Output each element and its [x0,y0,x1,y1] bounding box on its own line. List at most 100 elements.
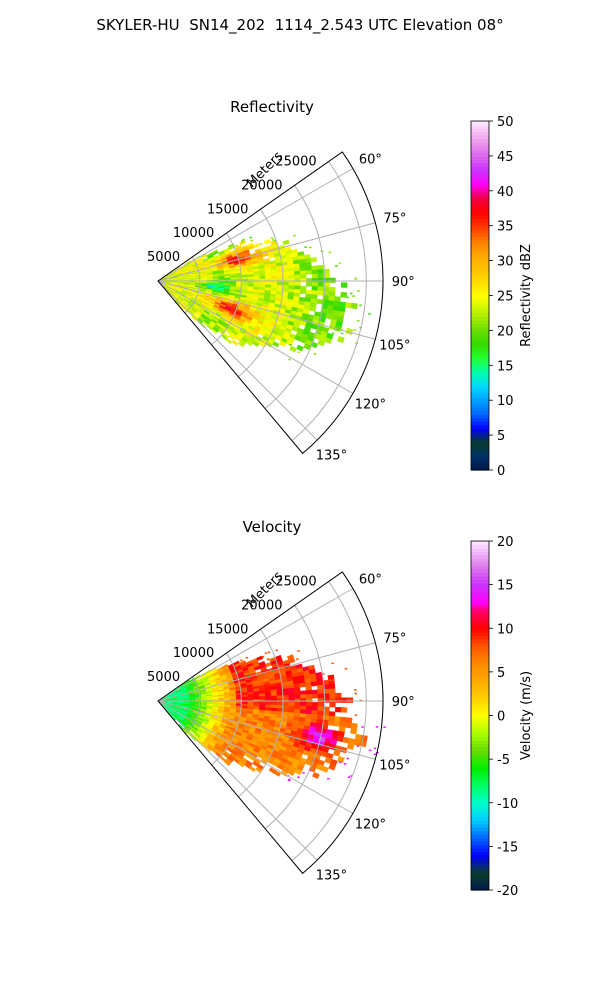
colorbar-swatch [471,330,489,335]
radar-cell [230,697,237,700]
colorbar-swatch [471,159,489,164]
colorbar-swatch [471,312,489,318]
colorbar-swatch [471,333,489,338]
colorbar-swatch [471,236,489,241]
colorbar-swatch [471,659,489,664]
radar-cell [265,272,272,277]
radar-fleck [356,745,360,747]
radar-fleck [338,262,342,265]
sector-outline [157,571,384,875]
colorbar-label: Reflectivity dBZ [519,244,534,347]
colorbar-swatch [471,736,489,741]
colorbar-swatch [471,344,489,349]
radar-cell [294,698,301,703]
radar-fleck [288,778,291,781]
colorbar-swatch [471,771,489,776]
colorbar-swatch [471,642,489,647]
radar-fleck [250,239,253,242]
colorbar-swatch [471,449,489,454]
radar-fleck [249,236,252,239]
colorbar-swatch [471,635,489,640]
colorbar-swatch [471,687,489,692]
radar-cell [317,264,324,271]
radar-fleck [259,243,263,245]
radar-cell [317,689,324,695]
grid-arc [184,256,201,314]
colorbar-swatch [471,215,489,220]
radar-cell [265,275,272,280]
radar-fleck [293,234,296,237]
colorbar-swatch [471,876,489,881]
colorbar-swatch [471,396,489,401]
radar-cell [328,715,336,722]
radar-cell [321,765,329,773]
grid-radial [157,168,354,282]
colorbar-tick-label: 20 [497,535,514,550]
radar-cell [259,273,266,277]
radar-cell [305,690,313,695]
colorbar-swatch [471,305,489,311]
radar-cell [329,693,336,699]
colorbar-swatch [471,631,489,636]
radar-cell [241,696,249,700]
radar-cell [288,698,295,703]
radar-cell [224,697,231,701]
colorbar-tick-label: 10 [497,622,514,637]
radar-cell [276,704,284,709]
radar-cell [311,286,319,291]
colorbar-swatch [471,596,489,601]
radial-tick-label: 15000 [207,202,248,217]
radar-cell [305,270,313,275]
colorbar-swatch [471,141,489,147]
colorbar-swatch [471,354,489,359]
radar-cell [288,274,295,279]
colorbar-tick-label: -5 [497,753,510,768]
colorbar-swatch [471,725,489,731]
radar-cell [299,709,307,715]
radar-fleck [272,239,275,241]
radar-fleck [302,772,305,774]
colorbar-swatch [471,166,489,171]
colorbar-swatch [471,541,489,546]
radar-fleck [327,777,330,780]
radial-tick-label: 15000 [207,622,248,637]
radar-fleck [347,776,351,779]
radar-cell [230,277,237,280]
radar-fleck [296,658,299,660]
colorbar-swatch [471,767,489,772]
colorbar-swatch [471,208,489,213]
radar-fleck [313,353,317,355]
radar-cell [270,272,278,277]
radar-cell [264,661,272,668]
radar-cell [252,340,260,348]
radar-cell [346,697,354,703]
colorbar-swatch [471,837,489,842]
colorbar-swatch [471,201,489,206]
grid-arc [184,676,201,734]
radar-fleck [308,246,312,249]
radar-fleck [275,649,278,652]
radar-fleck [241,240,244,242]
colorbar-swatch [471,554,489,560]
radar-cell [282,271,289,276]
radar-fleck [242,238,245,241]
radar-cell [306,282,313,287]
radar-cell [329,688,336,694]
radar-cell [317,273,325,279]
radar-cell [253,693,260,698]
radar-cell [328,763,337,771]
angle-tick-label: 60° [359,152,382,167]
colorbar-tick-label: 35 [497,220,514,235]
radar-fleck [270,237,274,239]
radar-cell [335,697,342,703]
colorbar-swatch [471,820,489,825]
colorbar-swatch [471,389,489,394]
radar-cell [317,286,324,292]
radar-cell [276,695,284,700]
radar-cell [311,282,319,287]
colorbar-swatch [471,670,489,675]
colorbar-swatch [471,813,489,818]
radar-cell [294,694,301,699]
radar-cell [263,239,271,245]
radar-fleck [361,726,364,728]
